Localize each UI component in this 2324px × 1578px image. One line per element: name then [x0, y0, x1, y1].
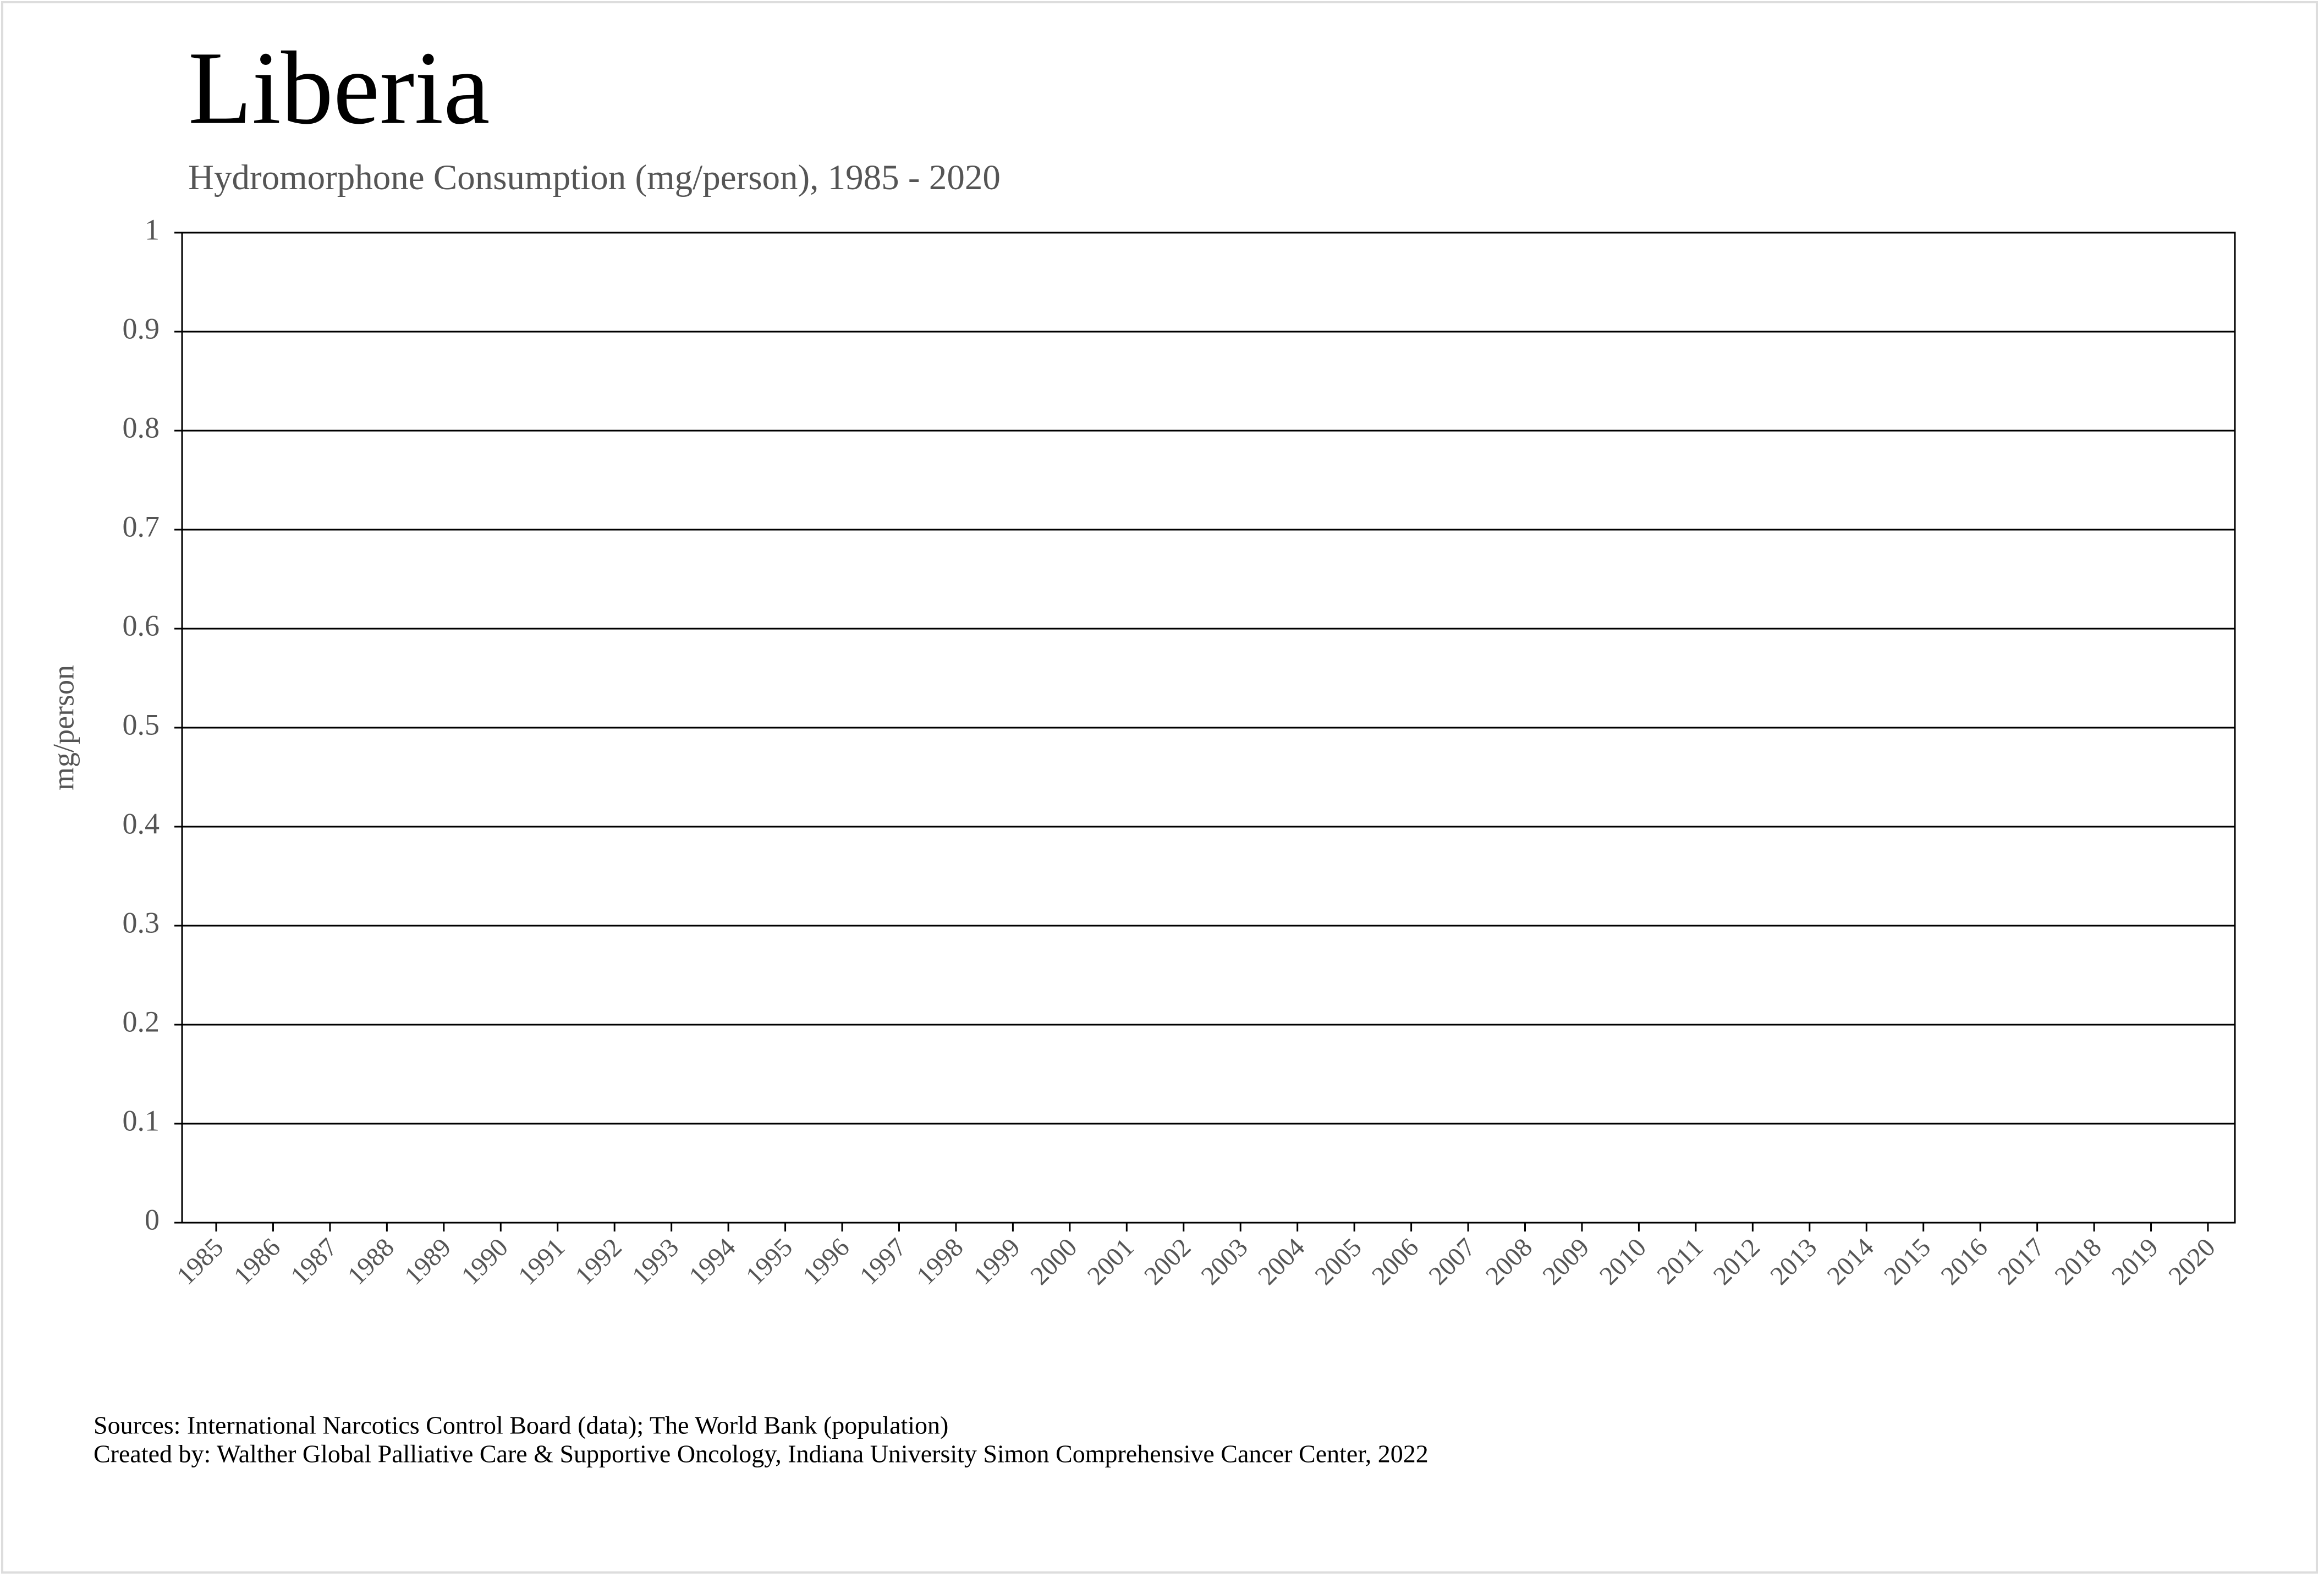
y-tick-label: 0.3 — [123, 906, 160, 939]
plot-frame — [181, 232, 2236, 1224]
y-axis-label: mg/person — [47, 665, 80, 790]
sources: Sources: International Narcotics Control… — [94, 1411, 948, 1439]
y-tick-label: 0.6 — [123, 609, 160, 642]
chart-subtitle: Hydromorphone Consumption (mg/person), 1… — [188, 158, 1001, 197]
credits: Created by: Walther Global Palliative Ca… — [94, 1440, 1429, 1468]
y-tick-label: 0.4 — [123, 807, 160, 840]
y-tick-label: 1 — [145, 213, 160, 246]
y-tick-label: 0 — [145, 1203, 160, 1236]
y-tick-label: 0.5 — [123, 708, 160, 741]
chart-title: Liberia — [188, 31, 490, 146]
y-tick-label: 0.7 — [123, 510, 160, 543]
y-tick-label: 0.8 — [123, 411, 160, 444]
y-tick-label: 0.2 — [123, 1005, 160, 1038]
y-tick-label: 0.1 — [123, 1104, 160, 1137]
y-tick-label: 0.9 — [123, 312, 160, 345]
